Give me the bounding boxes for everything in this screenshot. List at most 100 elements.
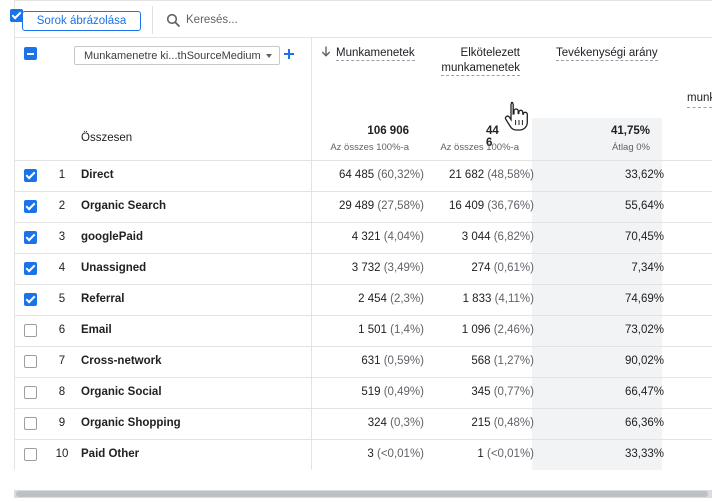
row-sessions: 29 489 (27,58%): [310, 200, 424, 212]
row-checkbox[interactable]: [24, 293, 37, 306]
row-number: 3: [58, 231, 66, 243]
column-header-engagement-rate-label: Tevékenységi arány: [556, 47, 658, 61]
row-engaged-pct: (<0,01%): [487, 448, 534, 460]
row-divider: [14, 253, 712, 254]
totals-checkbox[interactable]: [10, 9, 23, 22]
row-checkbox[interactable]: [24, 417, 37, 430]
row-engaged: 1 (<0,01%): [414, 448, 534, 460]
row-engaged-value: 16 409: [448, 200, 485, 212]
report-table-frame: [14, 0, 712, 470]
row-sessions: 3 732 (3,49%): [310, 262, 424, 274]
row-sessions-value: 29 489: [338, 200, 375, 212]
row-checkbox[interactable]: [24, 262, 37, 275]
row-checkbox[interactable]: [24, 169, 37, 182]
dropdown-caret-icon: [266, 54, 272, 58]
column-header-engagement-rate[interactable]: Tevékenységi arány: [556, 46, 658, 61]
select-all-checkbox[interactable]: [24, 47, 37, 60]
row-divider: [14, 439, 712, 440]
row-sessions-value: 1 501: [358, 324, 387, 336]
row-engagement-rate: 70,45%: [624, 231, 664, 243]
row-engaged-pct: (0,77%): [493, 386, 534, 398]
column-header-engaged-sessions[interactable]: Elkötelezett munkamenetek: [420, 46, 520, 76]
column-header-engaged-line1: Elkötelezett: [460, 47, 520, 59]
row-sessions-value: 3: [367, 448, 374, 460]
row-number: 5: [58, 293, 66, 305]
row-engaged: 1 096 (2,46%): [414, 324, 534, 336]
row-divider: [14, 408, 712, 409]
row-sessions-pct: (4,04%): [383, 231, 424, 243]
row-engaged-value: 345: [471, 386, 491, 398]
row-divider: [14, 346, 712, 347]
row-checkbox[interactable]: [24, 386, 37, 399]
row-engaged-pct: (2,46%): [493, 324, 534, 336]
horizontal-scrollbar[interactable]: [14, 490, 712, 498]
row-sessions: 324 (0,3%): [310, 417, 424, 429]
row-checkbox[interactable]: [24, 448, 37, 461]
totals-engaged: 44 6: [486, 125, 499, 149]
row-sessions-value: 4 321: [351, 231, 381, 243]
row-checkbox[interactable]: [24, 324, 37, 337]
add-dimension-plus-icon[interactable]: [283, 48, 295, 60]
row-checkbox[interactable]: [24, 355, 37, 368]
row-sessions: 2 454 (2,3%): [310, 293, 424, 305]
row-channel-name: Organic Search: [81, 200, 167, 212]
row-channel-name: Organic Social: [81, 386, 162, 398]
search-icon: [166, 13, 181, 28]
row-sessions-pct: (3,49%): [383, 262, 424, 274]
row-sessions-pct: (27,58%): [377, 200, 424, 212]
row-engaged-value: 1 833: [462, 293, 492, 305]
row-sessions-value: 2 454: [358, 293, 387, 305]
row-engaged-value: 1: [477, 448, 484, 460]
row-engaged-value: 1 096: [461, 324, 491, 336]
row-engaged-value: 568: [471, 355, 491, 367]
table-row[interactable]: 2 Organic Search 29 489 (27,58%) 16 409 (36…: [14, 191, 712, 222]
row-sessions-value: 3 732: [351, 262, 381, 274]
row-number: 1: [58, 169, 66, 181]
totals-engagement-rate-sub: Átlag 0%: [611, 142, 650, 153]
row-channel-name: Unassigned: [81, 262, 147, 274]
table-row[interactable]: 7 Cross-network 631 (0,59%) 568 (1,27%) 90,0…: [14, 346, 712, 377]
column-header-engaged-line2: munkamenetek: [441, 62, 520, 76]
horizontal-scrollbar-thumb[interactable]: [16, 491, 708, 497]
dimension-select[interactable]: Munkamenetre ki...thSourceMedium: [74, 46, 280, 65]
toolbar-divider-line: [14, 37, 712, 38]
row-sessions-pct: (0,49%): [383, 386, 424, 398]
table-row[interactable]: 9 Organic Shopping 324 (0,3%) 215 (0,48%) 66…: [14, 408, 712, 439]
row-engagement-rate: 55,64%: [624, 200, 664, 212]
row-divider: [14, 191, 712, 192]
table-row[interactable]: 3 googlePaid 4 321 (4,04%) 3 044 (6,82%) 70,…: [14, 222, 712, 253]
column-header-partial[interactable]: munkam: [687, 92, 712, 104]
table-row[interactable]: 4 Unassigned 3 732 (3,49%) 274 (0,61%) 7,34%: [14, 253, 712, 284]
row-divider: [14, 222, 712, 223]
table-row[interactable]: 5 Referral 2 454 (2,3%) 1 833 (4,11%) 74,69%: [14, 284, 712, 315]
table-row[interactable]: 6 Email 1 501 (1,4%) 1 096 (2,46%) 73,02%: [14, 315, 712, 346]
row-checkbox[interactable]: [24, 200, 37, 213]
plot-rows-button[interactable]: Sorok ábrázolása: [22, 11, 141, 31]
row-sessions-value: 519: [361, 386, 381, 398]
row-channel-name: Direct: [81, 169, 114, 181]
row-engagement-rate: 33,62%: [624, 169, 664, 181]
row-sessions-value: 631: [361, 355, 381, 367]
row-engaged: 21 682 (48,58%): [414, 169, 534, 181]
row-checkbox[interactable]: [24, 231, 37, 244]
search-input[interactable]: [186, 10, 386, 30]
table-row[interactable]: 8 Organic Social 519 (0,49%) 345 (0,77%) 66,…: [14, 377, 712, 408]
row-channel-name: Referral: [81, 293, 125, 305]
row-engaged-value: 21 682: [448, 169, 485, 181]
row-engaged-value: 3 044: [461, 231, 491, 243]
row-sessions: 4 321 (4,04%): [310, 231, 424, 243]
row-channel-name: Cross-network: [81, 355, 162, 367]
row-sessions: 3 (<0,01%): [310, 448, 424, 460]
row-engagement-rate: 66,36%: [624, 417, 664, 429]
totals-label: Összesen: [81, 132, 133, 144]
sort-descending-arrow-icon[interactable]: [321, 46, 331, 57]
column-header-sessions[interactable]: Munkamenetek: [336, 46, 415, 61]
engagement-rate-column-shade: [532, 118, 662, 470]
table-row[interactable]: 1 Direct 64 485 (60,32%) 21 682 (48,58%) 33,…: [14, 160, 712, 191]
row-engaged-pct: (0,48%): [493, 417, 534, 429]
column-header-partial-underline: [687, 107, 712, 108]
table-row[interactable]: 10 Paid Other 3 (<0,01%) 1 (<0,01%) 33,33%: [14, 439, 712, 470]
column-header-sessions-label: Munkamenetek: [336, 47, 415, 61]
row-channel-name: Paid Other: [81, 448, 140, 460]
row-channel-name: Email: [81, 324, 112, 336]
